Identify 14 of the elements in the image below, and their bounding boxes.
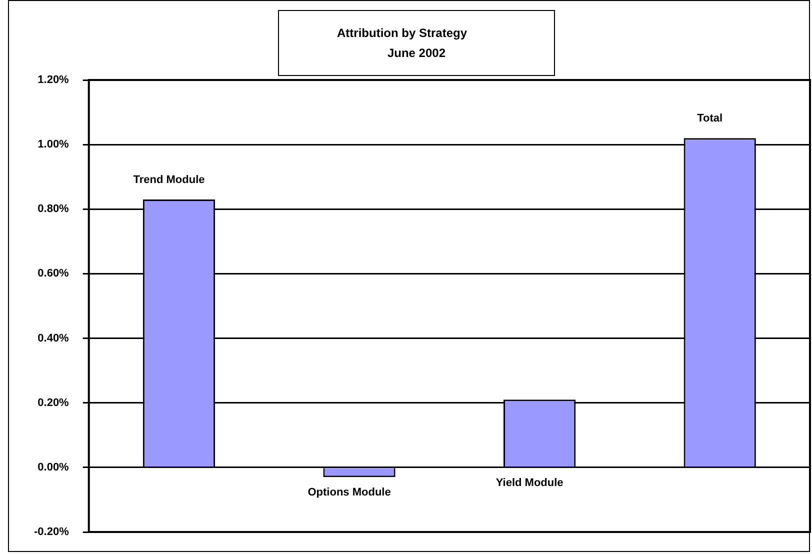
- y-tick-label: 0.80%: [38, 203, 70, 216]
- y-tick-label: 0.00%: [38, 461, 70, 474]
- chart-subtitle: June 2002: [386, 46, 447, 60]
- x-tick-label: Options Module: [308, 486, 391, 499]
- y-tick-label: -0.20%: [34, 526, 70, 538]
- chart-title: Attribution by Strategy: [336, 26, 468, 40]
- x-tick-label: Trend Module: [133, 174, 205, 186]
- y-tick-label: 0.20%: [38, 396, 70, 409]
- y-tick-label: 0.60%: [38, 268, 70, 280]
- y-tick-label: 1.20%: [38, 74, 70, 86]
- y-tick-label: 0.40%: [38, 332, 70, 344]
- x-tick-label: Yield Module: [496, 476, 564, 489]
- y-tick-label: 1.00%: [38, 138, 70, 151]
- x-tick-label: Total: [697, 112, 723, 125]
